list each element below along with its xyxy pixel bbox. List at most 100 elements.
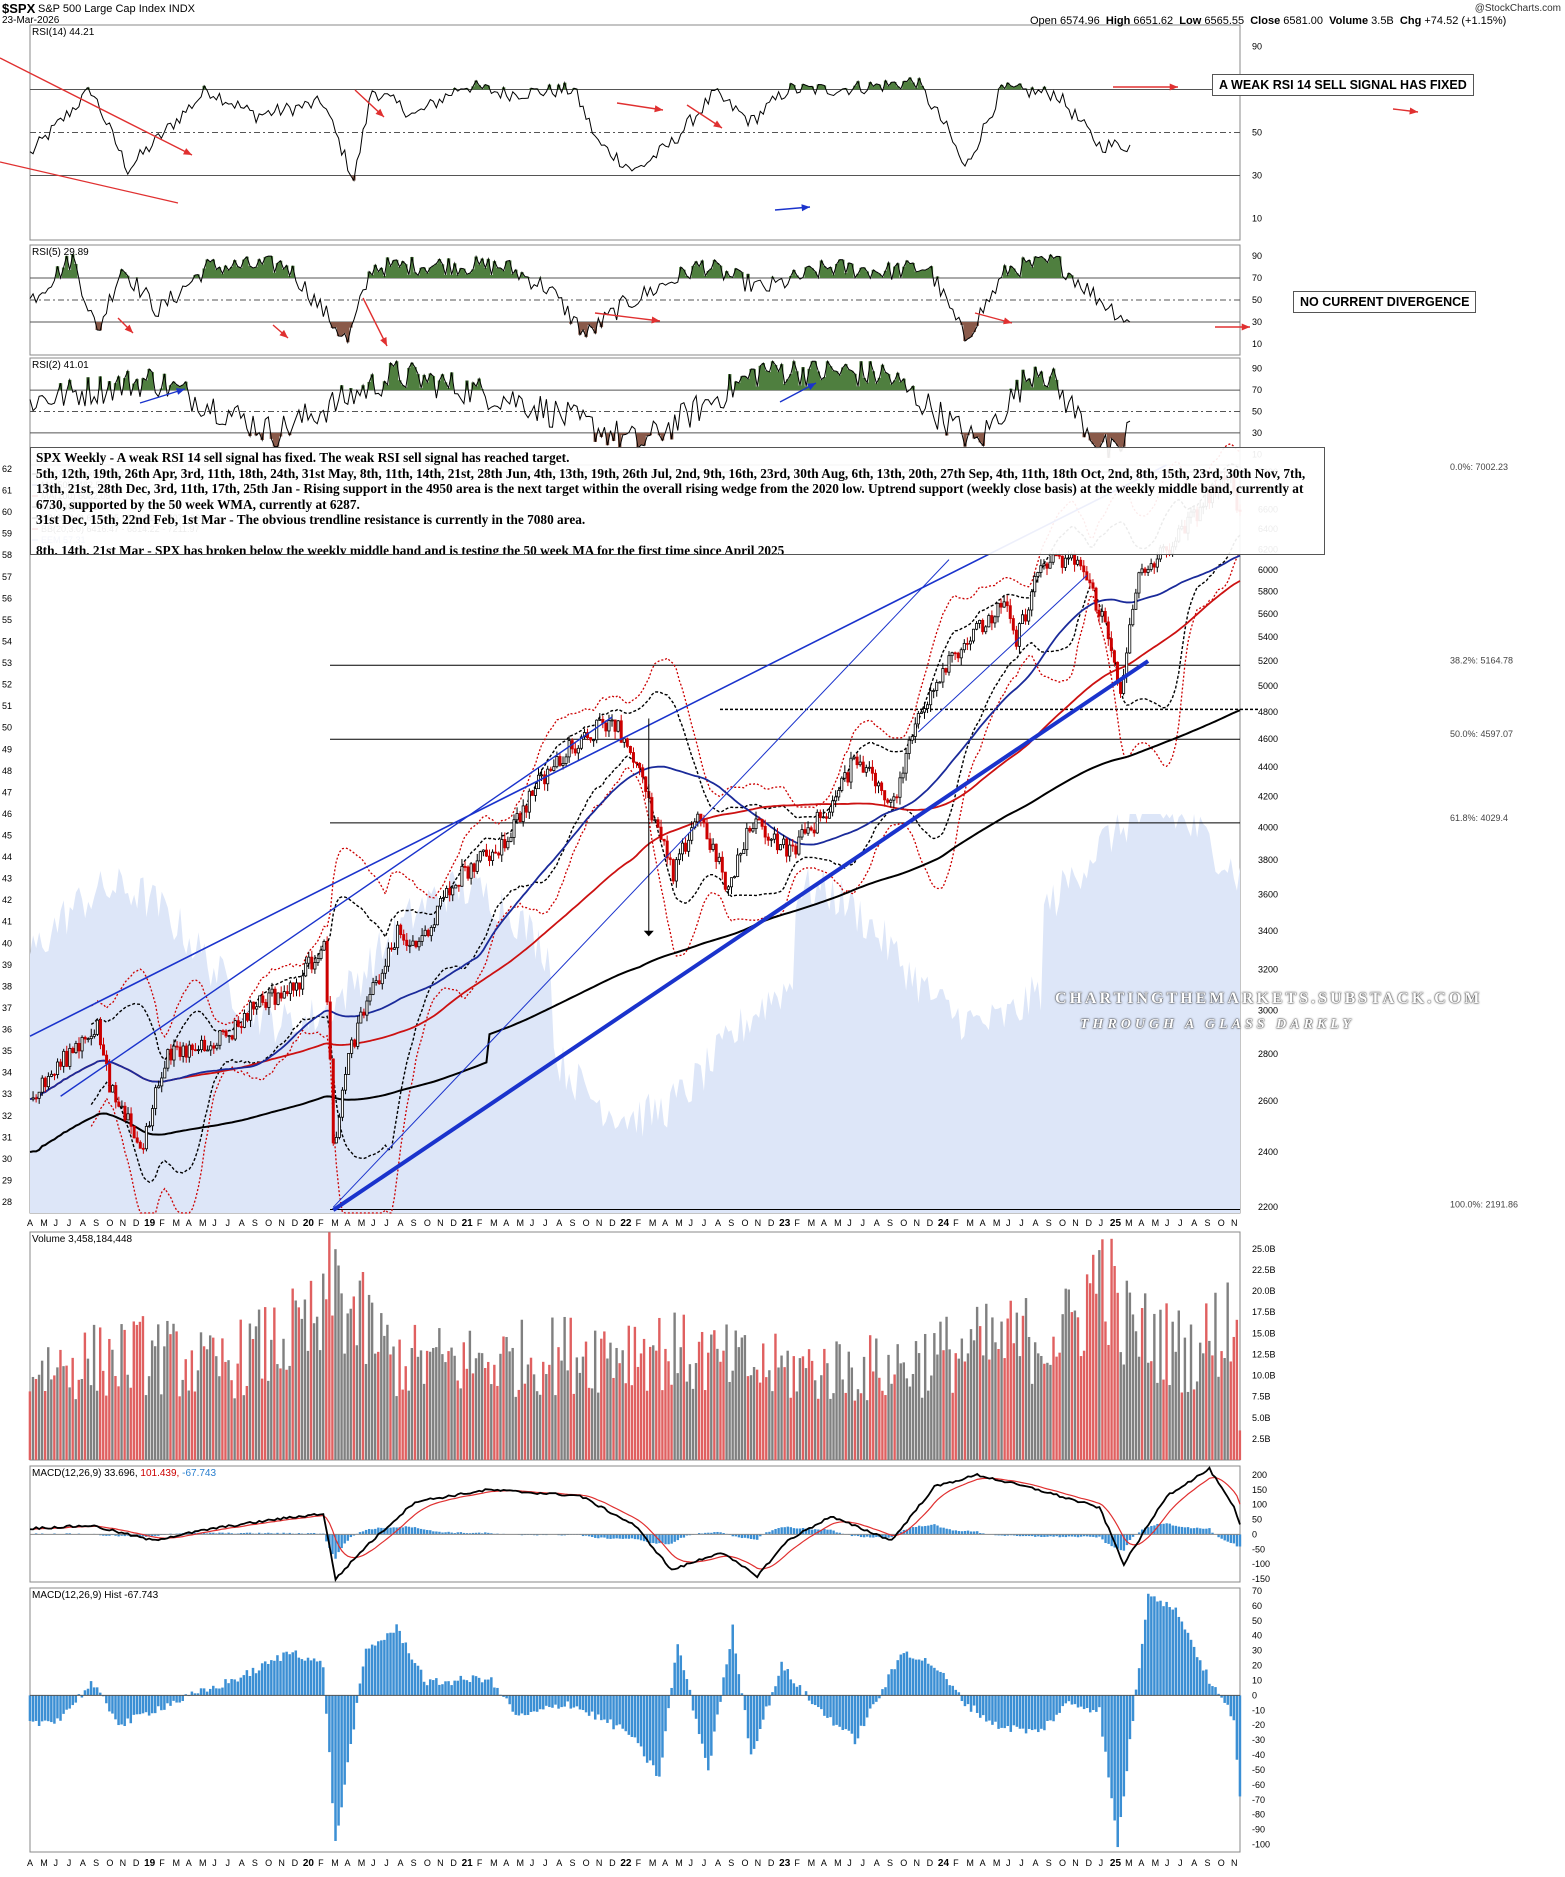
price-candle-body [488,856,490,860]
macd-histogram-bar [896,1660,899,1695]
volume-bar [1016,1313,1018,1460]
x-axis-month-label: A [503,1858,509,1868]
macd-hist-bar [423,1529,425,1534]
volume-bar [515,1397,517,1460]
price-candle-body [102,1045,104,1055]
x-axis-month-label: A [239,1218,245,1228]
price-candle-body [779,845,781,850]
macd-hist-bar [640,1534,642,1540]
price-candle-body [663,839,665,841]
price-candle-body [1006,602,1008,606]
volume-bar [823,1349,825,1460]
x-axis-month-label: M [40,1858,48,1868]
price-candle-body [856,757,858,765]
volume-bar [444,1362,446,1460]
macd-histogram-bar [750,1695,753,1754]
price-candle-body [712,844,714,849]
price-candle-body [743,850,745,854]
volume-bar [722,1351,724,1460]
x-axis-month-label: A [980,1858,986,1868]
volume-bar [78,1380,80,1460]
price-candle-body [789,845,791,856]
macd-hist-bar [777,1528,779,1534]
price-candle-body [519,814,521,822]
price-candle-body [1024,615,1026,621]
macd-histogram-bar [1013,1695,1016,1725]
x-axis-month-label: D [609,1858,616,1868]
eem-axis-label: 47 [2,787,12,797]
volume-bar [316,1317,318,1460]
volume-bar [829,1399,831,1460]
volume-bar [557,1347,559,1460]
x-axis-month-label: S [93,1858,99,1868]
price-candle-body [632,753,634,763]
macd-histogram-bar [780,1662,783,1696]
volume-bar [1132,1314,1134,1460]
macd-axis-label: 100 [1252,1500,1267,1510]
volume-bar [924,1334,926,1460]
x-axis-month-label: M [649,1858,657,1868]
macd-histogram-bar [307,1658,310,1696]
volume-bar [606,1359,608,1460]
x-axis-month-label: J [1178,1858,1183,1868]
panel-title-macd-hist: MACD(12,26,9) Hist -67.743 [32,1590,159,1601]
volume-bar [875,1339,877,1460]
volume-bar [979,1326,981,1460]
volume-bar [640,1353,642,1460]
macd-histogram-bar [713,1695,716,1731]
macd-axis-label: -100 [1252,1559,1270,1569]
price-candle-body [510,837,512,841]
volume-bar [87,1359,89,1460]
volume-bar [603,1331,605,1460]
volume-bar [759,1383,761,1460]
macd-histogram-bar [854,1695,857,1744]
volume-bar [753,1367,755,1460]
price-candle-body [225,1031,227,1036]
macd-histogram-bar [799,1685,802,1695]
macd-histogram-bar [175,1695,178,1702]
x-axis-month-label: O [900,1218,907,1228]
volume-bar [716,1349,718,1460]
price-candle-body [268,993,270,1007]
price-candle-body [433,925,435,928]
macd-hist-bar [787,1527,789,1535]
price-candle-body [700,814,702,819]
price-candle-body [596,720,598,740]
macd-histogram-bar [753,1695,756,1749]
price-candle-body [865,768,867,773]
volume-bar [288,1366,290,1460]
macd-hist-bar [1220,1534,1222,1538]
macd-hist-bar [829,1530,831,1535]
x-axis-month-label: O [900,1858,907,1868]
hist-axis-label: 30 [1252,1646,1262,1656]
x-axis-month-label: M [675,1218,683,1228]
macd-histogram-bar [588,1695,591,1715]
price-candle-body [161,1078,163,1086]
x-axis-year-label: 24 [938,1858,950,1869]
macd-histogram-bar [401,1643,404,1695]
volume-bar [270,1340,272,1460]
macd-hist-bar [414,1527,416,1534]
macd-histogram-bar [912,1659,915,1696]
macd-hist-bar [1147,1527,1149,1534]
watermark-tagline: THROUGH A GLASS DARKLY [1080,1017,1355,1033]
x-axis-month-label: J [689,1858,694,1868]
price-candle-body [770,839,772,840]
price-candle-body [473,864,475,872]
eem-axis-label: 34 [2,1068,12,1078]
volume-bar [221,1338,223,1460]
x-axis-month-label: J [384,1218,389,1228]
x-axis-month-label: M [1125,1858,1133,1868]
price-candle-body [118,1102,120,1106]
price-candle-body [1132,609,1134,624]
price-candle-body [1083,566,1085,572]
volume-bar [331,1316,333,1460]
volume-bar [588,1388,590,1460]
volume-bar [212,1338,214,1460]
quote-summary: Open 6574.96 High 6651.62 Low 6565.55 Cl… [1030,15,1506,27]
x-axis-month-label: N [437,1218,444,1228]
macd-hist-bar [637,1534,639,1539]
panel-title-rsi2: RSI(2) 41.01 [32,360,89,371]
macd-histogram-bar [1034,1695,1037,1729]
macd-histogram-bar [493,1688,496,1696]
